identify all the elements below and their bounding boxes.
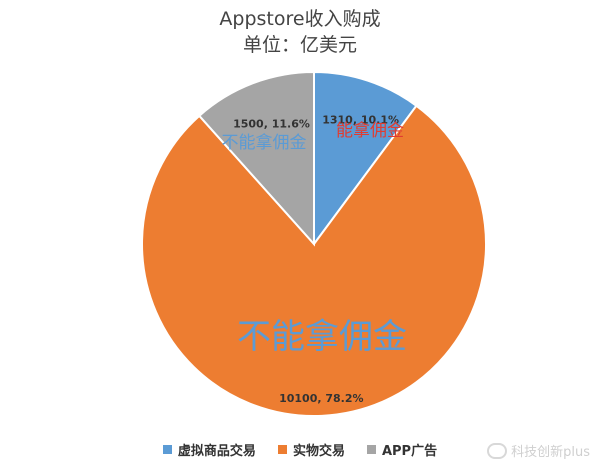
legend-label: 实物交易: [292, 444, 345, 459]
pie-slice-virtual-goods: [313, 70, 418, 248]
legend-item-app-ads: APP广告: [366, 440, 438, 459]
watermark-text: 科技创新plus: [511, 445, 590, 460]
annotation-no-commission-large: 不能拿佣金: [237, 317, 407, 357]
legend-item-virtual-goods: 虚拟商品交易: [162, 440, 256, 459]
legend: 虚拟商品交易 实物交易 APP广告: [0, 440, 600, 459]
pie-slice-physical-goods: [141, 104, 487, 417]
legend-label: 虚拟商品交易: [177, 444, 256, 459]
legend-swatch: [366, 445, 376, 454]
legend-label: APP广告: [381, 444, 438, 459]
annotation-no-commission-small: 不能拿佣金: [222, 132, 307, 153]
legend-swatch: [162, 445, 172, 454]
pie-slice-app-ads: [197, 70, 315, 247]
data-label-app-ads: 1500, 11.6%: [233, 118, 310, 131]
weibo-icon: [487, 442, 508, 459]
watermark: 科技创新plus: [487, 441, 590, 460]
legend-item-physical-goods: 实物交易: [277, 440, 345, 459]
legend-swatch: [277, 445, 287, 454]
annotation-commission: 能拿佣金: [336, 120, 404, 141]
data-label-virtual-goods: 1310, 10.1%: [322, 114, 399, 127]
chart-title: Appstore收入购成: [219, 8, 381, 30]
chart-subtitle: 单位：亿美元: [242, 34, 357, 56]
data-label-physical-goods: 10100, 78.2%: [279, 392, 363, 405]
